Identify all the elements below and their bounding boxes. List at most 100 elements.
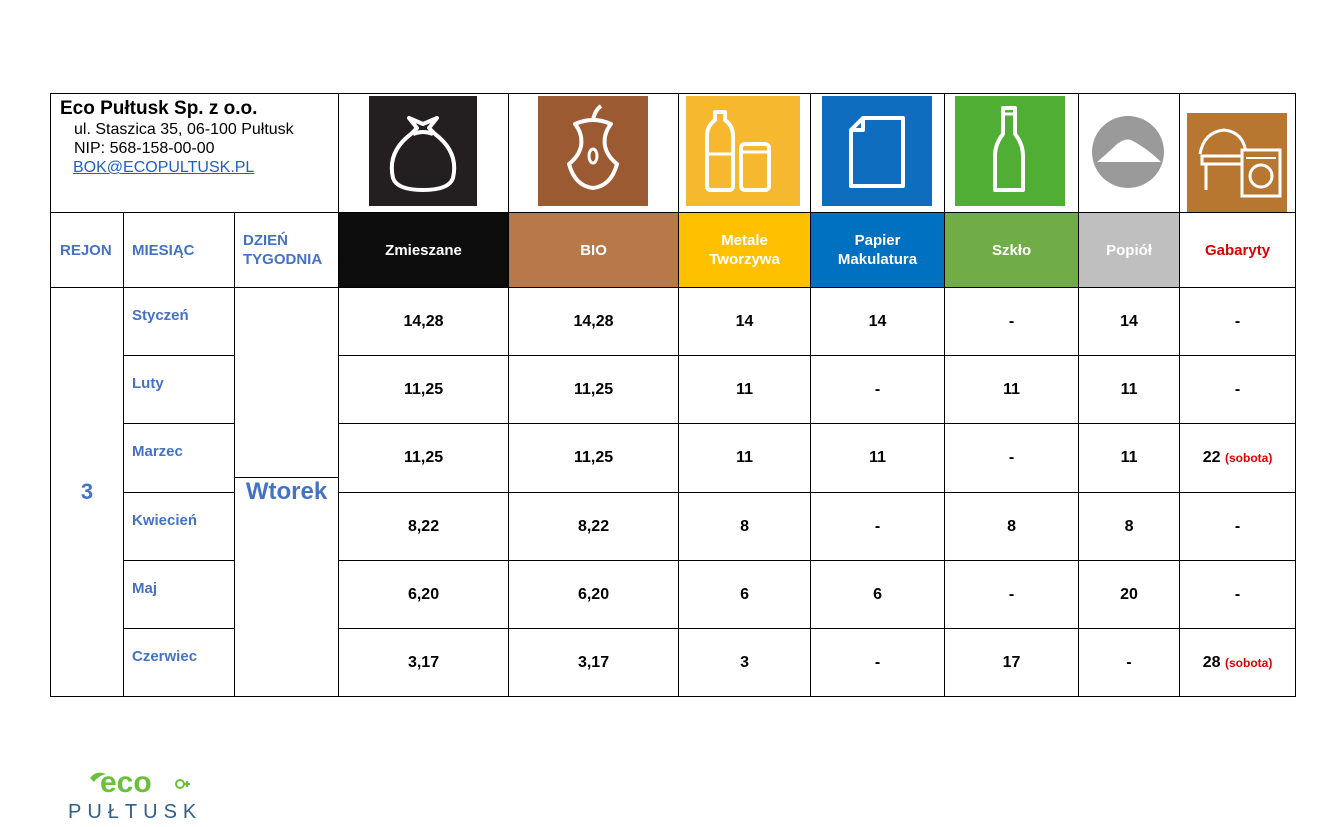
bottles-can-icon bbox=[686, 96, 801, 206]
category-mixed-label: Zmieszane bbox=[385, 241, 462, 259]
value-cell: 11 bbox=[1078, 355, 1181, 424]
value-cell: - bbox=[810, 355, 946, 424]
value-cell: 6,20 bbox=[508, 560, 680, 629]
value-cell: 8,22 bbox=[338, 492, 510, 561]
value-cell: 14 bbox=[810, 287, 946, 356]
value-text: - bbox=[1234, 380, 1241, 398]
value-cell: 11 bbox=[944, 355, 1080, 424]
value-cell: - bbox=[944, 287, 1080, 356]
category-metal-label: Metale bbox=[721, 232, 768, 249]
schedule-sheet: Eco Pułtusk Sp. z o.o. ul. Staszica 35, … bbox=[49, 93, 1297, 697]
icon-cell-paper bbox=[810, 93, 946, 213]
table-row: 3 Styczeń Wtorek 14,28 14,28 14 14 - 14 … bbox=[50, 287, 1297, 697]
value-text: - bbox=[1234, 312, 1241, 330]
month-cell: Styczeń bbox=[123, 287, 235, 356]
value-cell: 6 bbox=[678, 560, 812, 629]
apple-core-icon bbox=[538, 96, 649, 206]
value-cell: 8 bbox=[678, 492, 812, 561]
icon-cell-ash bbox=[1078, 93, 1181, 213]
region-header: REJON bbox=[50, 212, 124, 288]
value-cell: 11,25 bbox=[508, 355, 680, 424]
category-ash: Popiół bbox=[1078, 212, 1181, 288]
value-cell: - bbox=[1179, 560, 1297, 629]
value-text: - bbox=[1234, 517, 1241, 535]
value-cell: 11,25 bbox=[338, 355, 510, 424]
table-row: Maj 6,20 6,20 6 6 - 20 - bbox=[51, 560, 1297, 629]
value-cell: 8 bbox=[1078, 492, 1181, 561]
weekday-header-line1: DZIEŃ bbox=[243, 232, 288, 249]
company-info: Eco Pułtusk Sp. z o.o. ul. Staszica 35, … bbox=[49, 93, 340, 213]
value-cell: 11,25 bbox=[338, 423, 510, 493]
value-cell: - bbox=[1179, 355, 1297, 424]
value-cell: 14 bbox=[1078, 287, 1181, 356]
value-cell: 28 (sobota) bbox=[1179, 628, 1297, 697]
schedule-table: Eco Pułtusk Sp. z o.o. ul. Staszica 35, … bbox=[49, 93, 1297, 697]
trash-bag-icon bbox=[369, 96, 478, 206]
category-bio: BIO bbox=[508, 212, 680, 288]
value-cell: - bbox=[810, 628, 946, 697]
weekday-value: Wtorek bbox=[233, 287, 340, 697]
weekday-header: DZIEŃ TYGODNIA bbox=[233, 212, 340, 288]
value-cell: 3,17 bbox=[338, 628, 510, 697]
value-cell: 3 bbox=[678, 628, 812, 697]
category-metal-plastic: Metale Tworzywa bbox=[678, 212, 812, 288]
ash-pile-icon bbox=[1092, 116, 1165, 188]
value-cell: 3,17 bbox=[508, 628, 680, 697]
company-nip: NIP: 568-158-00-00 bbox=[74, 140, 215, 157]
value-cell: 6 bbox=[810, 560, 946, 629]
value-cell: 11 bbox=[810, 423, 946, 493]
category-ash-label: Popiół bbox=[1106, 241, 1152, 259]
value-cell: 11 bbox=[678, 423, 812, 493]
value-cell: 11 bbox=[1078, 423, 1181, 493]
month-cell: Kwiecień bbox=[123, 492, 235, 561]
icon-cell-mixed bbox=[338, 93, 510, 213]
category-paper-label: Papier bbox=[854, 232, 901, 249]
value-text: - bbox=[1234, 585, 1241, 603]
value-cell: 8 bbox=[944, 492, 1080, 561]
region-value: 3 bbox=[50, 287, 124, 697]
paper-icon bbox=[822, 96, 933, 206]
month-cell: Czerwiec bbox=[123, 628, 235, 697]
icon-cell-metal-plastic bbox=[678, 93, 812, 213]
weekday-header-line2: TYGODNIA bbox=[243, 251, 323, 268]
value-cell: 14,28 bbox=[508, 287, 680, 356]
company-email-link[interactable]: BOK@ECOPULTUSK.PL bbox=[73, 159, 255, 176]
company-name: Eco Pułtusk Sp. z o.o. bbox=[60, 98, 258, 119]
icon-row: Eco Pułtusk Sp. z o.o. ul. Staszica 35, … bbox=[49, 93, 1297, 213]
company-address: ul. Staszica 35, 06-100 Pułtusk bbox=[74, 121, 294, 138]
table-row: Czerwiec 3,17 3,17 3 - 17 - 28 (sobota) bbox=[51, 628, 1297, 697]
value-cell: - bbox=[810, 492, 946, 561]
eco-pultusk-logo: eco PUŁTUSK bbox=[68, 768, 202, 823]
month-cell: Luty bbox=[123, 355, 235, 424]
category-glass-label: Szkło bbox=[991, 241, 1032, 259]
value-cell: - bbox=[1078, 628, 1181, 697]
icon-cell-glass bbox=[944, 93, 1080, 213]
header-row: REJON MIESIĄC DZIEŃ TYGODNIA Zmieszane B… bbox=[50, 212, 1297, 288]
saturday-note: (sobota) bbox=[1224, 655, 1273, 670]
month-cell: Marzec bbox=[123, 423, 235, 493]
value-cell: 17 bbox=[944, 628, 1080, 697]
icon-cell-bulky bbox=[1179, 93, 1297, 213]
category-mixed: Zmieszane bbox=[338, 212, 510, 288]
category-bulky-label: Gabaryty bbox=[1205, 241, 1271, 259]
value-cell: 8,22 bbox=[508, 492, 680, 561]
value-cell: 11 bbox=[678, 355, 812, 424]
logo-eco-text: eco bbox=[100, 768, 152, 799]
value-cell: - bbox=[944, 423, 1080, 493]
value-cell: 20 bbox=[1078, 560, 1181, 629]
saturday-note: (sobota) bbox=[1224, 451, 1273, 465]
weekday-label: Wtorek bbox=[245, 478, 328, 505]
icon-cell-bio bbox=[508, 93, 680, 213]
value-cell: 6,20 bbox=[338, 560, 510, 629]
month-header: MIESIĄC bbox=[123, 212, 235, 288]
value-cell: 14,28 bbox=[338, 287, 510, 356]
value-cell: 14 bbox=[678, 287, 812, 356]
value-cell: - bbox=[944, 560, 1080, 629]
value-text: 22 bbox=[1202, 449, 1221, 466]
value-text: 28 bbox=[1202, 653, 1221, 671]
glass-bottle-icon bbox=[955, 96, 1066, 206]
logo-city-text: PUŁTUSK bbox=[68, 801, 202, 823]
category-plastic-label: Tworzywa bbox=[709, 251, 780, 268]
furniture-appliance-icon bbox=[1187, 113, 1288, 212]
month-cell: Maj bbox=[123, 560, 235, 629]
